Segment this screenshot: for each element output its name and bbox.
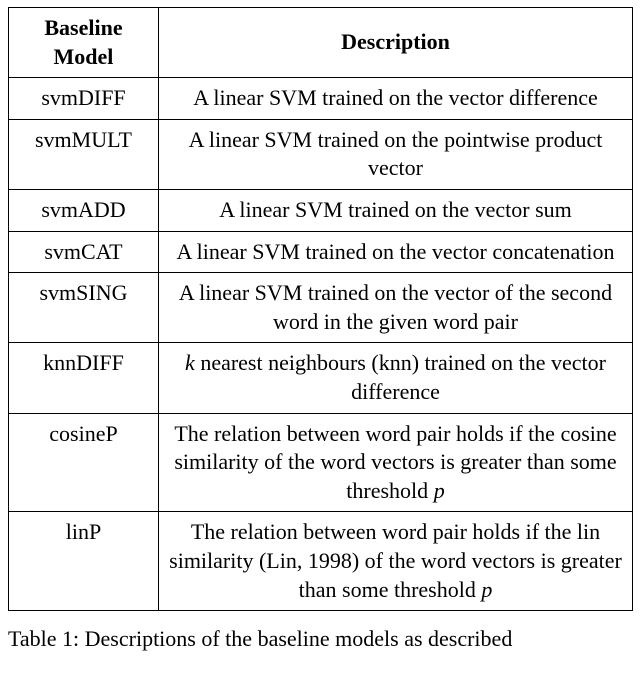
table-row: svmCAT A linear SVM trained on the vecto… [9,231,633,273]
cell-desc: A linear SVM trained on the vector of th… [159,273,633,343]
cell-desc: The relation between word pair holds if … [159,413,633,512]
cell-desc: k nearest neighbours (knn) trained on th… [159,343,633,413]
cell-model: svmCAT [9,231,159,273]
table-header-row: Baseline Model Description [9,8,633,78]
table-row: svmMULT A linear SVM trained on the poin… [9,119,633,189]
header-baseline-model: Baseline Model [9,8,159,78]
cell-model: svmADD [9,189,159,231]
caption-text: Descriptions of the baseline models as d… [85,626,513,651]
baseline-models-table: Baseline Model Description svmDIFF A lin… [8,7,633,611]
caption-prefix: Table 1: [8,626,79,651]
table-row: knnDIFF k nearest neighbours (knn) train… [9,343,633,413]
table-row: svmDIFF A linear SVM trained on the vect… [9,78,633,120]
cell-model: svmMULT [9,119,159,189]
header-description: Description [159,8,633,78]
table-row: svmADD A linear SVM trained on the vecto… [9,189,633,231]
cell-model: svmDIFF [9,78,159,120]
table-row: cosineP The relation between word pair h… [9,413,633,512]
cell-model: knnDIFF [9,343,159,413]
cell-desc: A linear SVM trained on the pointwise pr… [159,119,633,189]
table-row: linP The relation between word pair hold… [9,512,633,611]
cell-desc: The relation between word pair holds if … [159,512,633,611]
cell-model: cosineP [9,413,159,512]
cell-desc: A linear SVM trained on the vector sum [159,189,633,231]
cell-model: linP [9,512,159,611]
cell-model: svmSING [9,273,159,343]
cell-desc: A linear SVM trained on the vector diffe… [159,78,633,120]
cell-desc: A linear SVM trained on the vector conca… [159,231,633,273]
table-caption: Table 1: Descriptions of the baseline mo… [8,625,632,654]
table-row: svmSING A linear SVM trained on the vect… [9,273,633,343]
